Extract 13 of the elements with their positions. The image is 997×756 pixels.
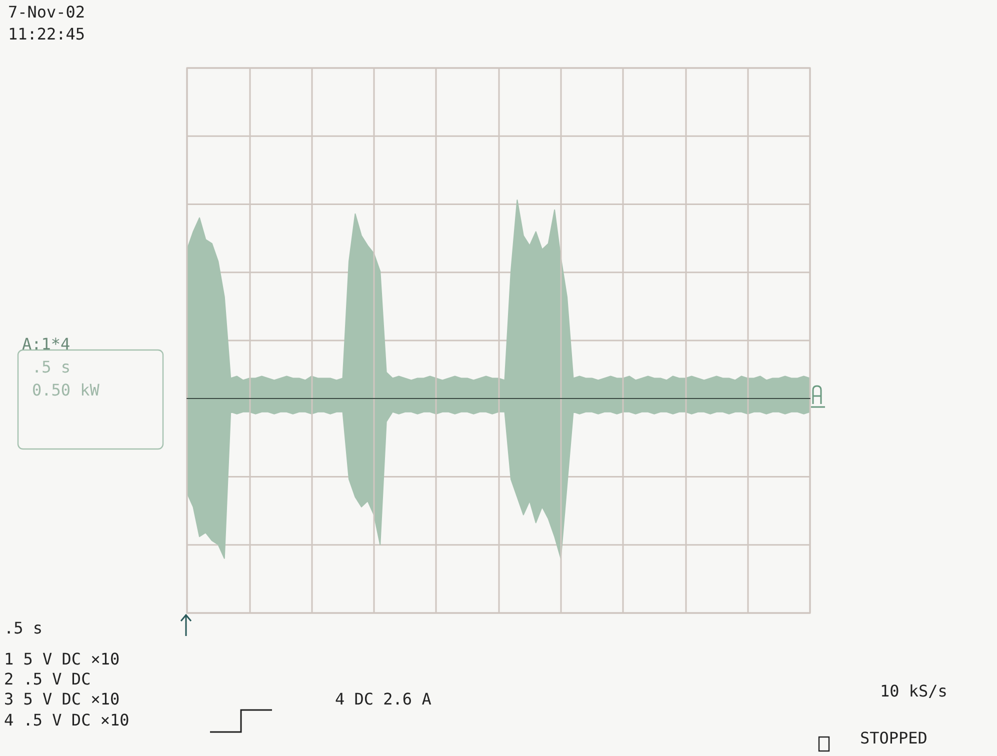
text: 4 .5 V DC ×10 [4, 710, 130, 730]
text: .5 s [4, 618, 43, 638]
text: 3 5 V DC ×10 [4, 690, 120, 708]
text: 4 DC 2.6 A [335, 690, 432, 708]
text: 7-Nov-02 [8, 2, 86, 22]
text: 11:22:45 [8, 24, 86, 44]
text: STOPPED [860, 728, 928, 748]
text: 0.50 kW [32, 380, 100, 400]
text: 10 kS/s [880, 682, 948, 700]
text: 1 5 V DC ×10 [4, 650, 120, 668]
text: 2 .5 V DC [4, 670, 91, 688]
text: .5 s [32, 358, 71, 376]
text: A:1*4 [22, 334, 70, 354]
